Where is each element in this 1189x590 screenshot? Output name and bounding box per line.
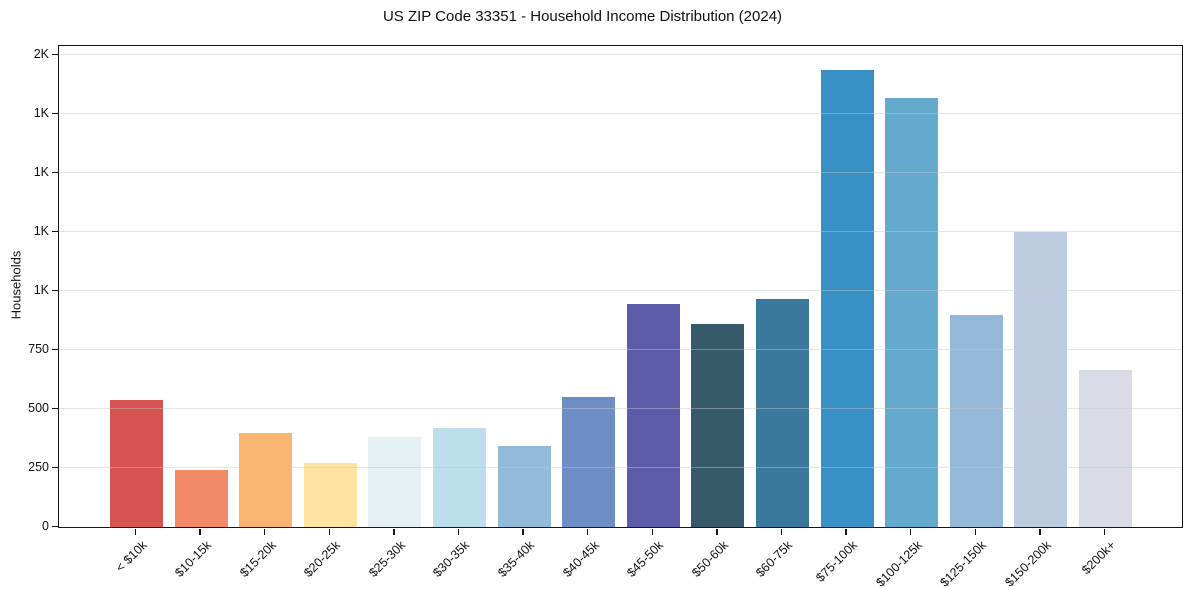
y-tick-mark (52, 112, 58, 115)
bar-4 (368, 437, 422, 527)
x-tick-mark (457, 529, 460, 535)
gridline-750 (59, 348, 1182, 351)
y-tick-label: 2K (33, 47, 49, 62)
bar-5 (433, 427, 486, 527)
bar-14 (1014, 232, 1068, 527)
bar-9 (691, 324, 745, 527)
gridline-500 (59, 407, 1182, 410)
gridline-250 (59, 466, 1182, 469)
x-tick-mark (199, 529, 201, 535)
bar-2 (239, 432, 293, 527)
x-tick-label: $35-40k (495, 538, 538, 580)
y-tick-label: 750 (28, 342, 49, 357)
bar-1 (174, 470, 228, 527)
gridline-2000 (59, 54, 1182, 56)
x-tick-label: $20-25k (301, 538, 344, 580)
x-tick-label: $40-45k (559, 538, 602, 580)
x-tick-mark (393, 529, 395, 535)
y-tick-label: 500 (28, 401, 49, 416)
y-tick-mark (52, 466, 58, 468)
bar-10 (756, 299, 809, 527)
y-tick-label: 1K (33, 165, 49, 180)
x-tick-label: $100-125k (872, 538, 925, 590)
x-tick-label: $10-15k (172, 538, 215, 580)
bar-11 (820, 69, 874, 527)
bar-8 (626, 304, 680, 527)
x-tick-label: $125-150k (937, 538, 990, 590)
y-tick-mark (52, 53, 58, 56)
x-tick-label: < $10k (112, 538, 150, 575)
x-tick-mark (716, 529, 718, 535)
y-tick-label: 1K (33, 224, 49, 239)
x-tick-mark (780, 529, 783, 535)
x-tick-label: $45-50k (624, 538, 667, 580)
bar-7 (562, 397, 616, 527)
x-tick-label: $150-200k (1002, 538, 1054, 590)
bar-0 (110, 399, 163, 527)
x-tick-mark (910, 529, 912, 535)
x-tick-label: $15-20k (236, 538, 279, 580)
y-tick-mark (52, 407, 58, 409)
y-tick-label: 1K (33, 106, 49, 121)
x-tick-mark (587, 529, 589, 535)
y-tick-mark (52, 289, 58, 292)
y-tick-mark (52, 525, 58, 527)
y-tick-label: 0 (42, 519, 49, 533)
gridline-1500 (59, 172, 1182, 174)
bar-12 (885, 97, 939, 527)
x-tick-mark (328, 529, 330, 535)
x-tick-mark (1039, 529, 1041, 535)
x-tick-mark (522, 529, 524, 535)
bar-3 (303, 463, 357, 527)
plot-area (58, 45, 1183, 528)
x-tick-mark (651, 529, 653, 535)
bar-6 (497, 445, 551, 527)
y-tick-mark (52, 348, 58, 351)
x-tick-label: $200k+ (1079, 538, 1119, 578)
x-tick-label: $60-75k (753, 538, 796, 580)
gridline-1750 (59, 113, 1182, 115)
y-tick-mark (52, 230, 58, 233)
x-tick-label: $25-30k (365, 538, 408, 580)
gridline-1000 (59, 290, 1182, 292)
y-tick-label: 1K (33, 283, 49, 298)
x-tick-mark (134, 529, 137, 535)
bar-13 (949, 314, 1003, 527)
x-tick-mark (1103, 529, 1106, 535)
gridline-1250 (59, 231, 1182, 233)
x-tick-label: $75-100k (813, 538, 861, 585)
chart-title: US ZIP Code 33351 - Household Income Dis… (382, 8, 783, 25)
x-tick-label: $50-60k (688, 538, 731, 580)
x-tick-label: $30-35k (430, 538, 473, 580)
x-tick-mark (264, 529, 266, 535)
y-tick-mark (52, 171, 58, 174)
bar-15 (1079, 370, 1132, 527)
x-tick-mark (845, 529, 847, 535)
x-tick-mark (974, 529, 976, 535)
y-tick-label: 250 (28, 460, 49, 475)
